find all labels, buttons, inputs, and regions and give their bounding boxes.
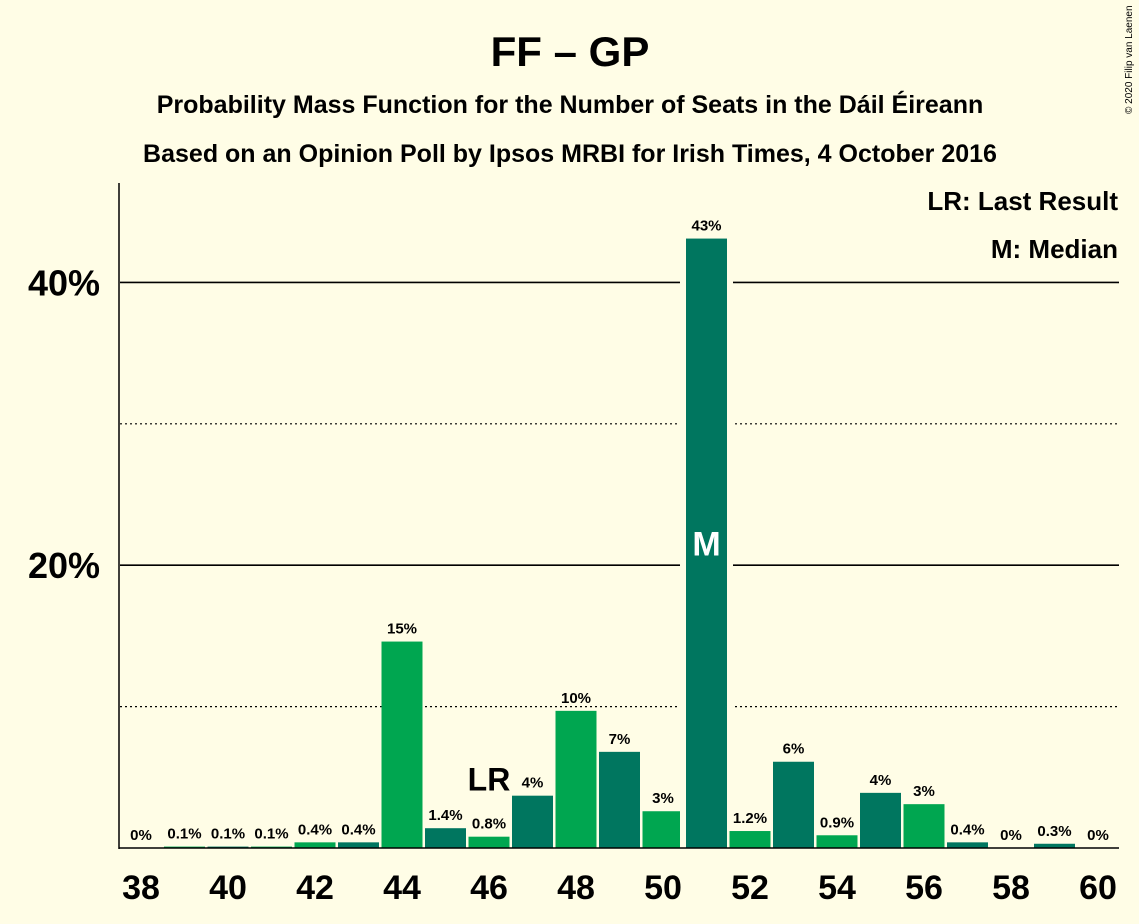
data-label-seat-53: 6% xyxy=(783,741,805,758)
chart-subtitle-2: Based on an Opinion Poll by Ipsos MRBI f… xyxy=(143,140,997,168)
bar-seat-46 xyxy=(468,836,510,848)
data-label-seat-38: 0% xyxy=(130,827,152,844)
data-label-seat-55: 4% xyxy=(870,772,892,789)
data-label-seat-39: 0.1% xyxy=(167,826,201,843)
x-tick-label: 42 xyxy=(296,869,334,907)
x-tick-label: 44 xyxy=(383,869,421,907)
bar-seat-56 xyxy=(903,804,945,848)
x-tick-label: 48 xyxy=(557,869,595,907)
bars xyxy=(164,198,1075,849)
x-tick-label: 60 xyxy=(1079,869,1117,907)
data-label-seat-50: 3% xyxy=(652,790,674,807)
chart-title: FF – GP xyxy=(491,28,650,75)
y-tick-label: 20% xyxy=(28,545,100,586)
copyright-notice: © 2020 Filip van Laenen xyxy=(1124,5,1135,114)
bar-seat-57 xyxy=(947,842,988,848)
data-label-seat-59: 0.3% xyxy=(1037,823,1071,840)
bar-seat-47 xyxy=(512,795,553,848)
data-label-seat-43: 0.4% xyxy=(341,821,375,838)
data-label-seat-47: 4% xyxy=(522,775,544,792)
x-tick-label: 40 xyxy=(209,869,247,907)
bar-seat-59 xyxy=(1034,843,1075,848)
legend-median: M: Median xyxy=(991,234,1118,264)
last-result-marker: LR xyxy=(468,762,511,798)
data-label-seat-58: 0% xyxy=(1000,827,1022,844)
bar-seat-49 xyxy=(599,751,640,848)
annotations: LR M xyxy=(468,525,721,797)
bar-seat-45 xyxy=(425,828,466,848)
y-tick-label: 40% xyxy=(28,262,100,303)
bar-seat-54 xyxy=(816,835,858,848)
data-label-seat-48: 10% xyxy=(561,690,591,707)
bar-seat-42 xyxy=(294,842,336,848)
data-label-seat-52: 1.2% xyxy=(733,810,767,827)
x-tick-label: 50 xyxy=(644,869,682,907)
data-label-seat-41: 0.1% xyxy=(254,826,288,843)
bar-seat-50 xyxy=(642,811,684,848)
data-label-seat-49: 7% xyxy=(609,731,631,748)
x-tick-label: 56 xyxy=(905,869,943,907)
data-label-seat-44: 15% xyxy=(387,621,417,638)
x-tick-label: 38 xyxy=(122,869,160,907)
x-tick-label: 46 xyxy=(470,869,508,907)
bar-seat-51 xyxy=(686,238,727,849)
bar-seat-55 xyxy=(860,792,901,848)
data-label-seat-45: 1.4% xyxy=(428,807,462,824)
x-tick-label: 54 xyxy=(818,869,856,907)
data-labels: 0% 0.1% 0.1% 0.1% 0.4% 0.4% 15% 1.4% 0.8% 4% 10% 7%… xyxy=(130,218,1109,844)
data-label-seat-60: 0% xyxy=(1087,827,1109,844)
legend-last-result: LR: Last Result xyxy=(927,186,1118,216)
bar-seat-52 xyxy=(729,831,771,848)
x-tick-label: 58 xyxy=(992,869,1030,907)
data-label-seat-42: 0.4% xyxy=(298,821,332,838)
data-label-seat-40: 0.1% xyxy=(211,826,245,843)
chart-subtitle-1: Probability Mass Function for the Number… xyxy=(157,90,984,119)
bar-seat-48 xyxy=(555,710,597,848)
data-label-seat-54: 0.9% xyxy=(820,814,854,831)
bar-seat-43 xyxy=(338,842,379,848)
gridlines xyxy=(120,281,1119,708)
x-tick-label: 52 xyxy=(731,869,769,907)
data-label-seat-57: 0.4% xyxy=(950,821,984,838)
data-label-seat-46: 0.8% xyxy=(472,816,506,833)
median-marker: M xyxy=(692,525,720,563)
y-axis-ticks: 20% 40% xyxy=(28,262,100,586)
x-axis-ticks: 38 40 42 44 46 48 50 52 54 56 58 60 xyxy=(122,869,1117,907)
bar-seat-53 xyxy=(773,761,814,848)
data-label-seat-56: 3% xyxy=(913,783,935,800)
bar-seat-44 xyxy=(381,641,423,848)
data-label-seat-51: 43% xyxy=(691,218,721,235)
